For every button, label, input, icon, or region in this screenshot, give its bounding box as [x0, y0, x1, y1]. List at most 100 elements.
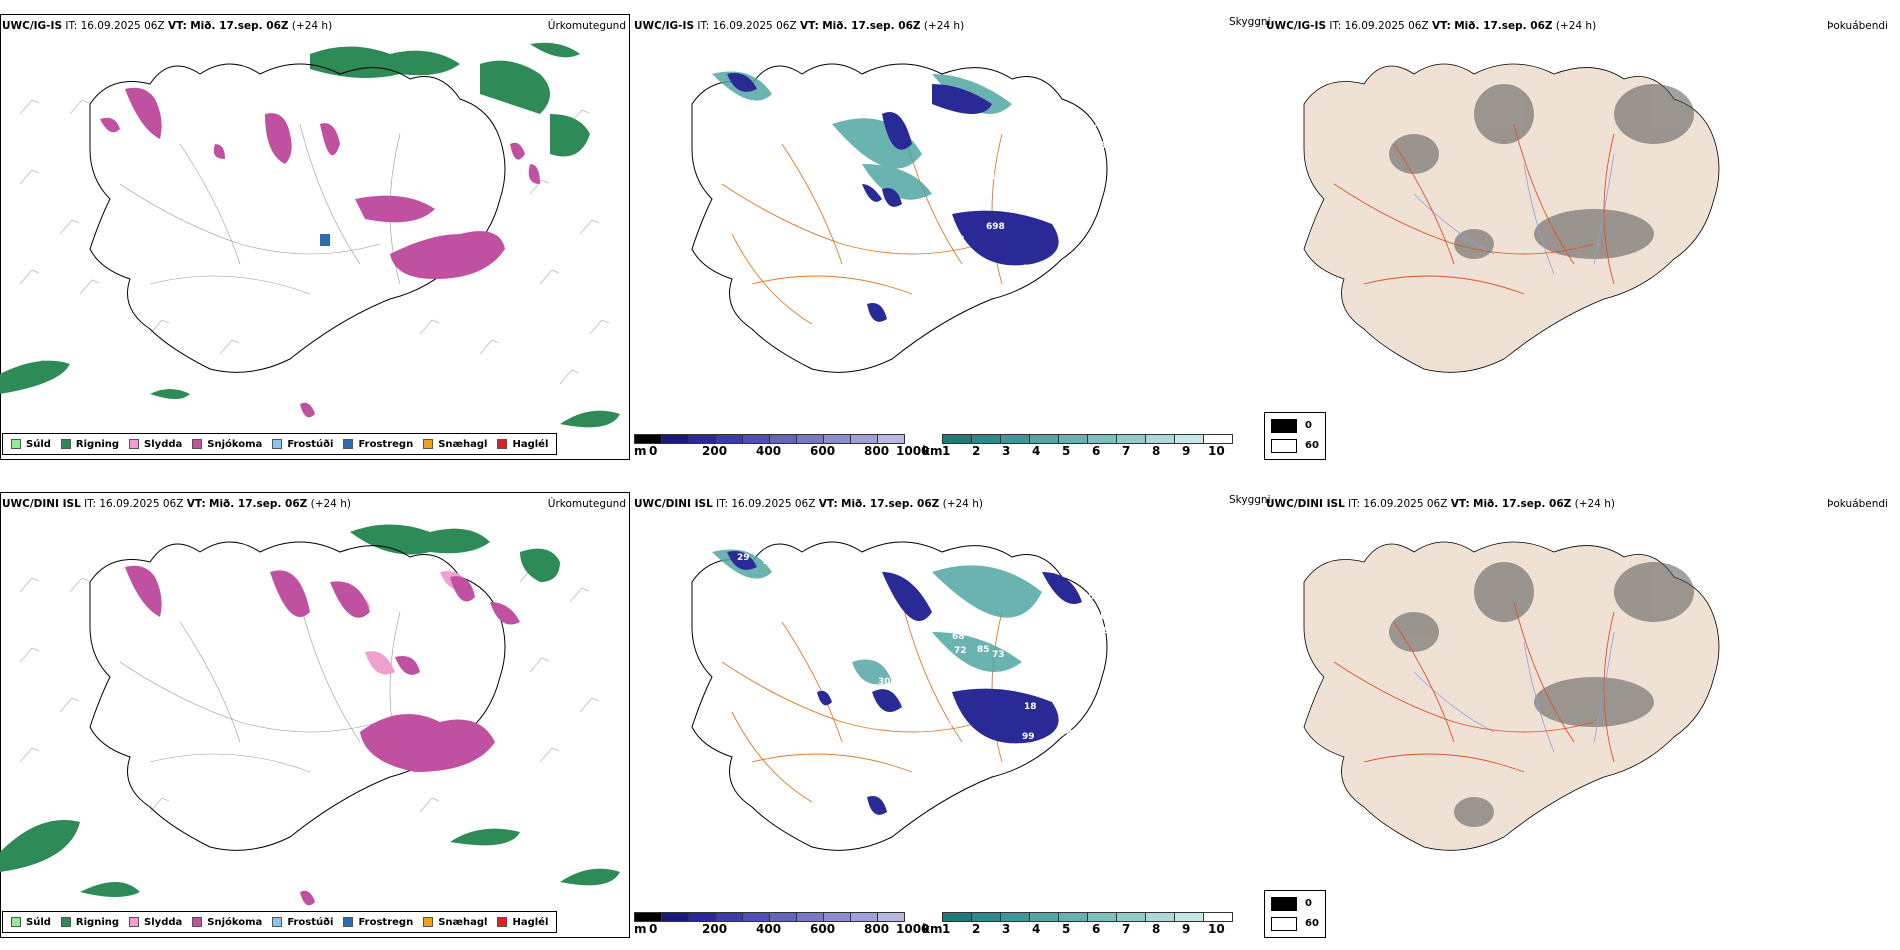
colorbar-step: [971, 912, 1001, 922]
colorbar-step: [1087, 912, 1117, 922]
cloudbase-value: 88: [947, 158, 960, 168]
field-name: Skyggni: [1229, 494, 1271, 506]
roads-grey: [119, 601, 401, 773]
colorbar-step: [769, 434, 797, 444]
colorbar-step: [1203, 912, 1233, 922]
colorbar-step: [1203, 434, 1233, 444]
cloudbase-value: 118: [1108, 588, 1127, 598]
colorbar-step: [634, 434, 662, 444]
cloudbase-value: 72: [948, 719, 961, 729]
legend-swatch: [497, 439, 508, 449]
roads-red: [1333, 123, 1615, 295]
field-name: Skyggni: [1229, 16, 1271, 28]
cloudbase-number-layer: 76 29 81 159 118 151 207 83 68 72 85 103…: [737, 553, 1145, 865]
cloudbase-value: 128: [1062, 134, 1081, 144]
cloudbase-value: 28: [1162, 194, 1175, 204]
legend-item: Rigning: [60, 439, 119, 450]
colorbar-step: [1029, 912, 1059, 922]
colorbar-step: [1029, 434, 1059, 444]
cloud-base-colorbar: [634, 434, 905, 444]
colorbar-step: [1058, 912, 1088, 922]
colorbar-step: [823, 912, 851, 922]
colorbar-step: [1116, 434, 1146, 444]
precip-type-panel: UWC/IG-IS IT: 16.09.2025 06Z VT: Mið. 17…: [0, 0, 632, 470]
legend-swatch: [343, 917, 354, 927]
colorbar-step: [796, 912, 824, 922]
legend-item: Frostúði: [272, 917, 333, 928]
iceland-outline: [691, 541, 1108, 851]
legend-swatch: [129, 917, 140, 927]
roads-red: [1333, 601, 1615, 773]
visibility-colorbar: [942, 912, 1233, 922]
legend-item: Snjókoma: [192, 917, 262, 928]
cloudbase-value: 172: [1062, 652, 1081, 662]
cloudbase-value: 74: [1060, 729, 1073, 739]
map-frame: [0, 492, 630, 938]
legend-item: Súld: [11, 439, 51, 450]
colorbar-step: [1174, 434, 1204, 444]
legend-swatch: [423, 439, 434, 449]
colorbar-step: [742, 434, 770, 444]
cloudbase-value: 75: [935, 855, 948, 865]
colorbar-step: [661, 912, 689, 922]
colorbar-step: [1000, 434, 1030, 444]
cloudbase-value: 76: [762, 557, 775, 567]
legend-swatch: [192, 439, 203, 449]
cloudbase-value: 195: [1097, 626, 1116, 636]
legend-item: Frostúði: [272, 439, 333, 450]
precip-type-panel: UWC/DINI ISL IT: 16.09.2025 06Z VT: Mið.…: [0, 478, 632, 948]
snow-areas: [100, 87, 540, 418]
precip-legend: Súld Rigning Slydda Snjókoma Frostúði Fr…: [2, 911, 558, 933]
cloudbase-value: 82: [1060, 260, 1073, 270]
field-name: Þokuábendi: [1827, 20, 1888, 32]
freezing-rain-area: [320, 234, 330, 246]
colorbar-step: [1116, 912, 1146, 922]
legend-item: Haglél: [497, 917, 548, 928]
legend-item: Súld: [11, 917, 51, 928]
cloudbase-value: 29: [737, 553, 750, 563]
cloudbase-value: 208: [1120, 159, 1139, 169]
legend-swatch: [129, 439, 140, 449]
cloudbase-value: 83: [1132, 615, 1145, 625]
cloud-visibility-panel: UWC/IG-IS IT: 16.09.2025 06Z VT: Mið. 17…: [632, 0, 1271, 470]
colorbar-step: [769, 912, 797, 922]
fog-legend-swatch: [1271, 897, 1297, 911]
legend-swatch: [11, 917, 21, 927]
precip-legend: Súld Rigning Slydda Snjókoma Frostúði Fr…: [2, 433, 558, 455]
fog-indicator-panel: UWC/IG-IS IT: 16.09.2025 06Z VT: Mið. 17…: [1264, 0, 1900, 470]
legend-item: Rigning: [60, 917, 119, 928]
cloudbase-value: 154: [1104, 123, 1123, 133]
precip-map: [0, 524, 620, 906]
colorbar-step: [661, 434, 689, 444]
visibility-colorbar-labels: km 1 2 3 4 5 6 7 8 9 10: [922, 444, 1225, 458]
cloudbase-value: 426: [1062, 759, 1081, 769]
legend-item: Snæhagl: [423, 439, 487, 450]
colorbar-step: [634, 912, 662, 922]
legend-item: Slydda: [129, 439, 182, 450]
field-name: Úrkomutegund: [547, 20, 626, 32]
cloudbase-value: 131: [1130, 111, 1149, 121]
cloudbase-value: 73: [992, 650, 1005, 660]
colorbar-step: [715, 434, 743, 444]
cloudbase-areas: [727, 73, 1059, 322]
panel-title: UWC/DINI ISL IT: 16.09.2025 06Z VT: Mið.…: [634, 498, 983, 510]
forecast-row-dini-isl: UWC/DINI ISL IT: 16.09.2025 06Z VT: Mið.…: [0, 478, 1900, 948]
legend-swatch: [272, 439, 283, 449]
field-name: Þokuábendi: [1827, 498, 1888, 510]
cloudbase-value: 151: [1044, 607, 1063, 617]
cloudbase-value: 72: [954, 646, 967, 656]
legend-swatch: [60, 917, 71, 927]
wind-barbs: [19, 89, 610, 385]
cloud-map: [691, 541, 1108, 851]
legend-item: Frostregn: [343, 917, 413, 928]
panel-title: UWC/DINI ISL IT: 16.09.2025 06Z VT: Mið.…: [1266, 498, 1615, 510]
cloud-base-colorbar: [634, 912, 905, 922]
snow-areas: [125, 565, 520, 906]
legend-swatch: [60, 439, 71, 449]
cloudbase-value: 82: [1072, 94, 1085, 104]
legend-swatch: [497, 917, 508, 927]
visibility-areas: [712, 549, 1042, 685]
roads-grey: [119, 123, 401, 295]
cloudbase-value: 86: [1130, 258, 1143, 268]
colorbar-step: [850, 912, 878, 922]
